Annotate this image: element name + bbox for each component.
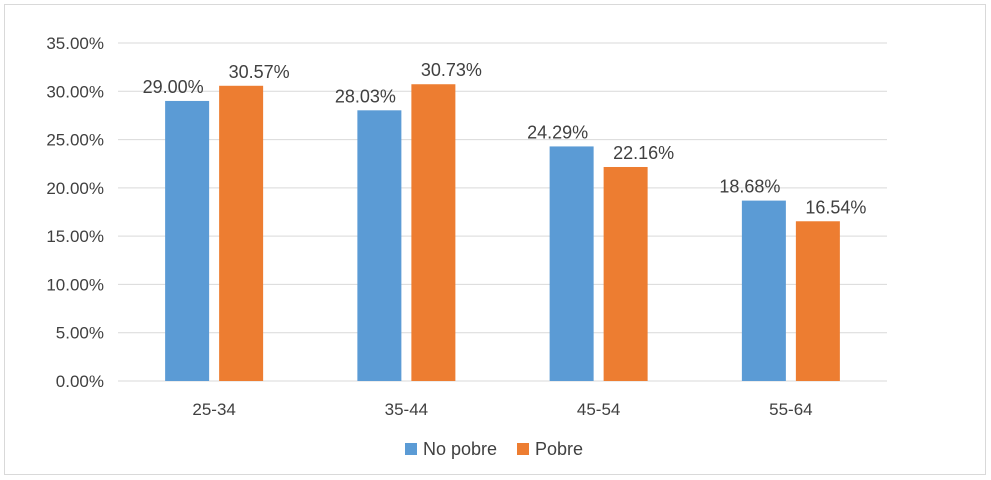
bar-no-pobre <box>741 200 786 381</box>
x-tick-label: 25-34 <box>192 400 235 419</box>
data-label: 16.54% <box>805 197 866 217</box>
data-label: 30.73% <box>421 60 482 80</box>
bar-pobre <box>411 84 456 382</box>
y-tick-label: 35.00% <box>46 34 104 53</box>
data-label: 29.00% <box>143 77 204 97</box>
legend-swatch <box>517 443 529 455</box>
x-tick-label: 35-44 <box>385 400 428 419</box>
data-label: 18.68% <box>719 177 780 197</box>
data-label: 28.03% <box>335 86 396 106</box>
data-label: 24.29% <box>527 122 588 142</box>
y-tick-label: 30.00% <box>46 82 104 101</box>
y-tick-label: 20.00% <box>46 179 104 198</box>
x-tick-label: 45-54 <box>577 400 620 419</box>
y-tick-label: 5.00% <box>56 324 104 343</box>
data-label: 22.16% <box>613 143 674 163</box>
legend-swatch <box>405 443 417 455</box>
y-tick-label: 15.00% <box>46 227 104 246</box>
y-tick-label: 0.00% <box>56 372 104 391</box>
legend-label: Pobre <box>535 439 583 459</box>
bar-pobre <box>219 85 264 382</box>
legend-label: No pobre <box>423 439 497 459</box>
bar-no-pobre <box>357 110 402 381</box>
y-tick-label: 10.00% <box>46 275 104 294</box>
bar-no-pobre <box>165 100 210 381</box>
bar-pobre <box>795 221 840 381</box>
data-label: 30.57% <box>229 62 290 82</box>
bar-pobre <box>603 166 648 381</box>
bar-no-pobre <box>549 146 594 381</box>
y-tick-label: 25.00% <box>46 131 104 150</box>
x-tick-label: 55-64 <box>769 400 812 419</box>
